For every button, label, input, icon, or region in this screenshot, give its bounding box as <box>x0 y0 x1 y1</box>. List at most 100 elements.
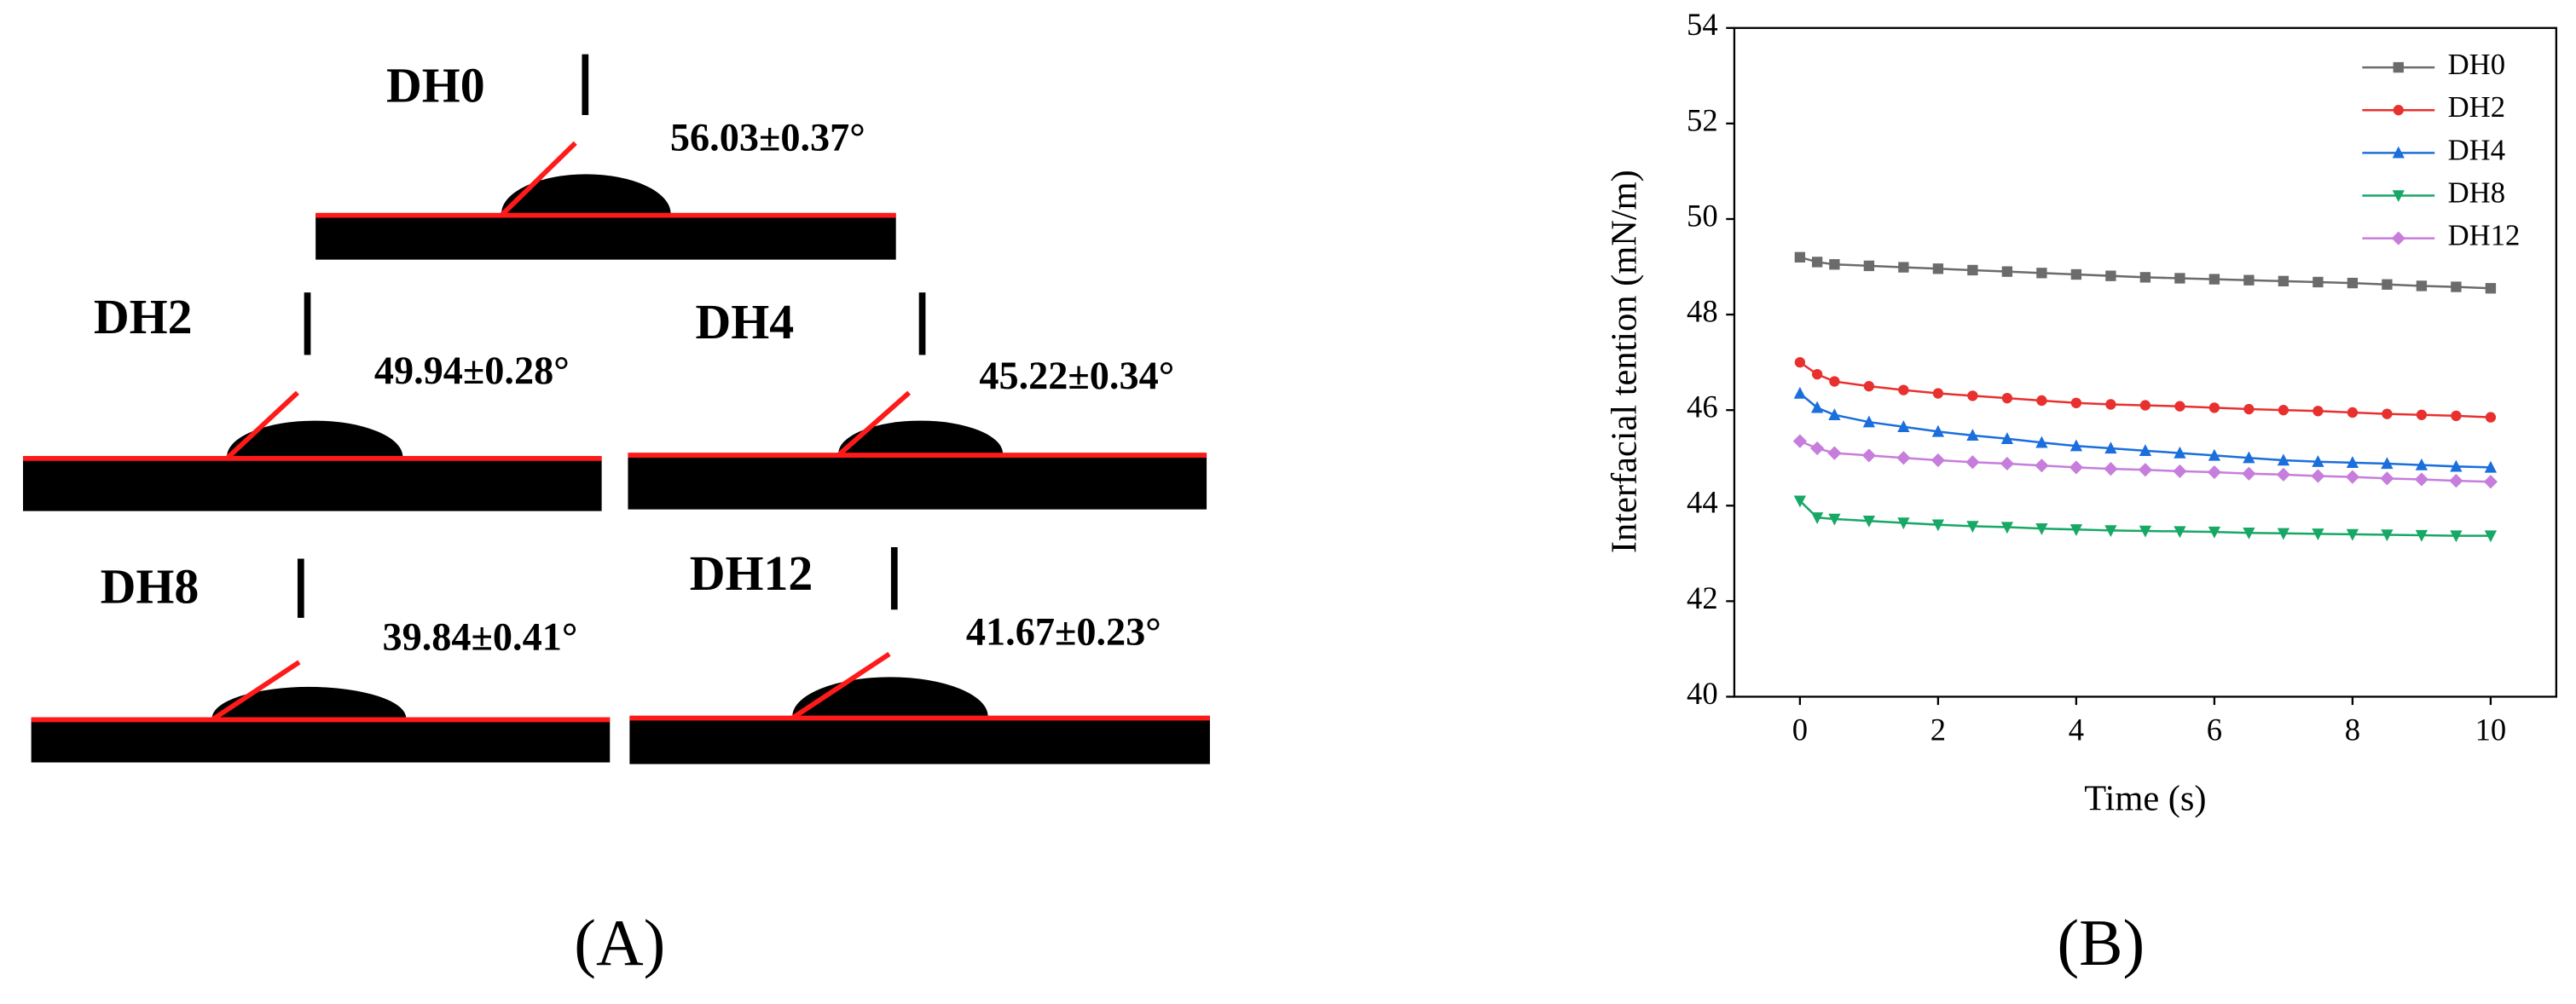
marker <box>1862 516 1876 528</box>
series-line <box>1799 499 2491 537</box>
marker <box>1863 380 1875 392</box>
marker <box>1794 356 1806 368</box>
tangent-line <box>836 390 912 458</box>
marker <box>2415 458 2428 470</box>
marker <box>2001 266 2013 277</box>
marker <box>2392 146 2405 159</box>
marker <box>1811 257 1823 268</box>
contact-angle: 49.94±0.28° <box>374 349 570 393</box>
marker <box>2138 463 2152 477</box>
marker <box>2346 528 2359 541</box>
marker <box>2139 444 2152 456</box>
marker <box>2391 231 2405 245</box>
marker <box>2069 439 2083 452</box>
y-tick-label: 46 <box>1687 389 1718 424</box>
contact-angle: 45.22±0.34° <box>979 355 1174 398</box>
marker <box>2243 274 2255 286</box>
x-tick-label: 6 <box>2207 712 2222 747</box>
bar-marker <box>582 54 589 115</box>
marker <box>2139 525 2152 538</box>
x-tick-label: 8 <box>2345 712 2360 747</box>
marker <box>2484 530 2498 543</box>
substrate <box>315 213 896 260</box>
marker <box>2415 529 2428 542</box>
marker <box>2312 528 2324 541</box>
marker <box>1932 263 1944 274</box>
substrate <box>22 456 602 511</box>
marker <box>2208 274 2220 285</box>
marker <box>2347 407 2359 418</box>
bar-marker <box>890 547 898 610</box>
marker <box>2312 454 2324 467</box>
series-line <box>1799 256 2491 290</box>
marker <box>1967 390 1978 401</box>
y-tick-label: 42 <box>1687 580 1718 615</box>
marker <box>1794 251 1806 263</box>
y-tick-label: 50 <box>1687 198 1718 233</box>
marker <box>1967 264 1978 276</box>
y-tick-label: 52 <box>1687 102 1718 137</box>
marker <box>2104 441 2117 454</box>
marker <box>2313 406 2324 417</box>
marker <box>1966 429 1979 441</box>
marker <box>1828 513 1841 526</box>
marker <box>2208 526 2221 539</box>
marker <box>2105 399 2116 410</box>
marker <box>1931 424 1945 437</box>
marker <box>2000 522 2014 534</box>
legend-label: DH2 <box>2448 90 2505 124</box>
sample-name: DH4 <box>695 294 794 349</box>
marker <box>2174 446 2186 459</box>
marker <box>1931 453 1945 468</box>
droplet <box>501 174 671 214</box>
marker <box>2243 451 2255 464</box>
substrate <box>629 716 1210 765</box>
marker <box>2207 464 2221 480</box>
marker <box>2450 459 2463 472</box>
marker <box>2242 466 2256 481</box>
y-tick-label: 44 <box>1687 485 1718 520</box>
contact-angle: 56.03±0.37° <box>670 116 865 159</box>
marker <box>2277 453 2290 466</box>
marker <box>2450 530 2463 543</box>
marker <box>1897 420 1910 432</box>
marker <box>2345 470 2360 484</box>
marker <box>2382 408 2393 419</box>
marker <box>1810 441 1825 456</box>
marker <box>2069 524 2083 537</box>
bar-marker <box>918 292 926 355</box>
marker <box>1861 448 1876 463</box>
marker <box>2001 392 2013 404</box>
x-tick-label: 10 <box>2475 712 2507 747</box>
y-tick-label: 48 <box>1687 293 1718 328</box>
x-axis-title: Time (s) <box>2084 779 2206 819</box>
droplet <box>211 686 407 718</box>
marker <box>1932 388 1944 399</box>
marker <box>2139 272 2151 283</box>
marker <box>1810 512 1824 524</box>
marker <box>2104 462 2118 476</box>
marker <box>2104 525 2117 538</box>
marker <box>2380 471 2394 486</box>
marker <box>2070 397 2082 408</box>
tangent-line <box>499 141 577 217</box>
marker <box>1828 408 1841 420</box>
marker <box>2278 405 2289 416</box>
panel-label: (B) <box>2057 906 2145 979</box>
marker <box>2346 456 2359 468</box>
bar-marker <box>304 292 311 355</box>
marker <box>1827 446 1842 460</box>
y-tick-label: 54 <box>1687 7 1718 42</box>
marker <box>2035 523 2048 535</box>
marker <box>1793 495 1807 508</box>
x-tick-label: 0 <box>1792 712 1808 747</box>
substrate <box>31 718 611 763</box>
marker <box>2416 280 2428 291</box>
tangent-line <box>211 660 301 722</box>
marker <box>1931 519 1945 532</box>
marker <box>2311 469 2325 483</box>
marker <box>2174 273 2185 284</box>
marker <box>2070 268 2082 280</box>
